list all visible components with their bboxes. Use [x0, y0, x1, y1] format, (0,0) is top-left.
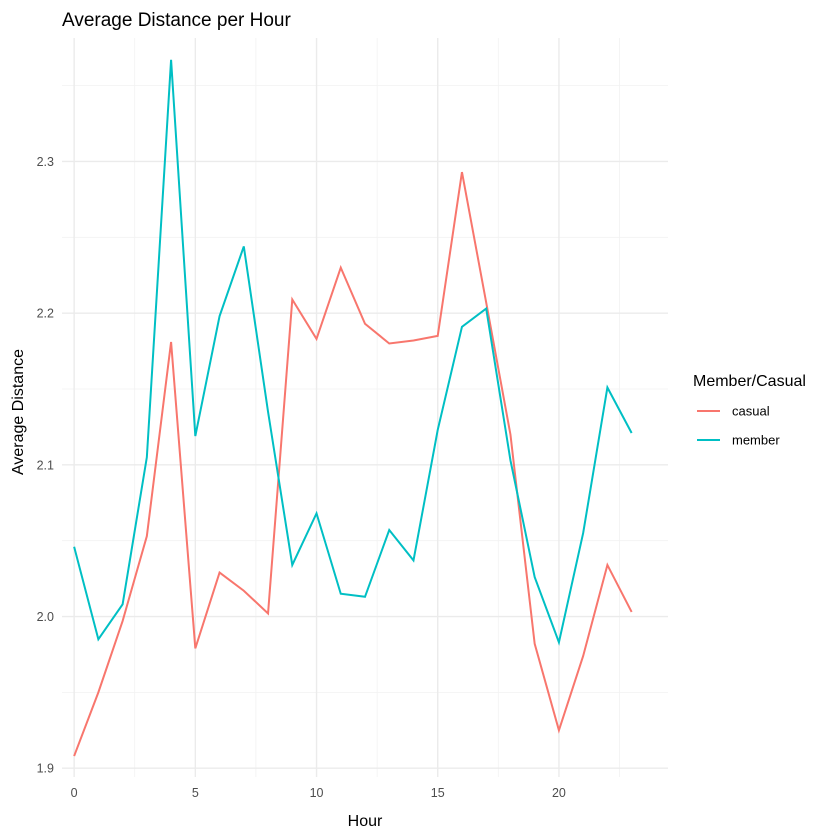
x-tick-label: 5 — [192, 786, 199, 800]
y-tick-label: 2.3 — [37, 155, 54, 169]
x-tick-label: 20 — [552, 786, 566, 800]
grid — [62, 38, 668, 777]
y-tick-label: 2.1 — [37, 458, 54, 472]
series-line-member — [73, 59, 633, 646]
legend-label-casual: casual — [732, 404, 770, 419]
y-tick-label: 2.2 — [37, 307, 54, 321]
legend-item-member: member — [697, 433, 780, 448]
legend-item-casual: casual — [697, 404, 770, 419]
legend-label-member: member — [732, 433, 780, 448]
x-tick-label: 0 — [71, 786, 78, 800]
legend-title: Member/Casual — [693, 373, 806, 390]
y-tick-label: 1.9 — [37, 762, 54, 776]
x-tick-label: 15 — [431, 786, 445, 800]
y-axis-title: Average Distance — [10, 349, 27, 475]
axis-ticks: 0 5 10 15 20 1.9 2.0 2.1 2.2 2.3 — [37, 155, 566, 800]
legend: Member/Casual casual member — [693, 373, 806, 448]
x-tick-label: 10 — [310, 786, 324, 800]
y-tick-label: 2.0 — [37, 610, 54, 624]
x-axis-title: Hour — [348, 813, 383, 830]
series-line-casual — [73, 171, 633, 757]
series-lines — [73, 59, 633, 757]
chart-title: Average Distance per Hour — [62, 10, 291, 31]
